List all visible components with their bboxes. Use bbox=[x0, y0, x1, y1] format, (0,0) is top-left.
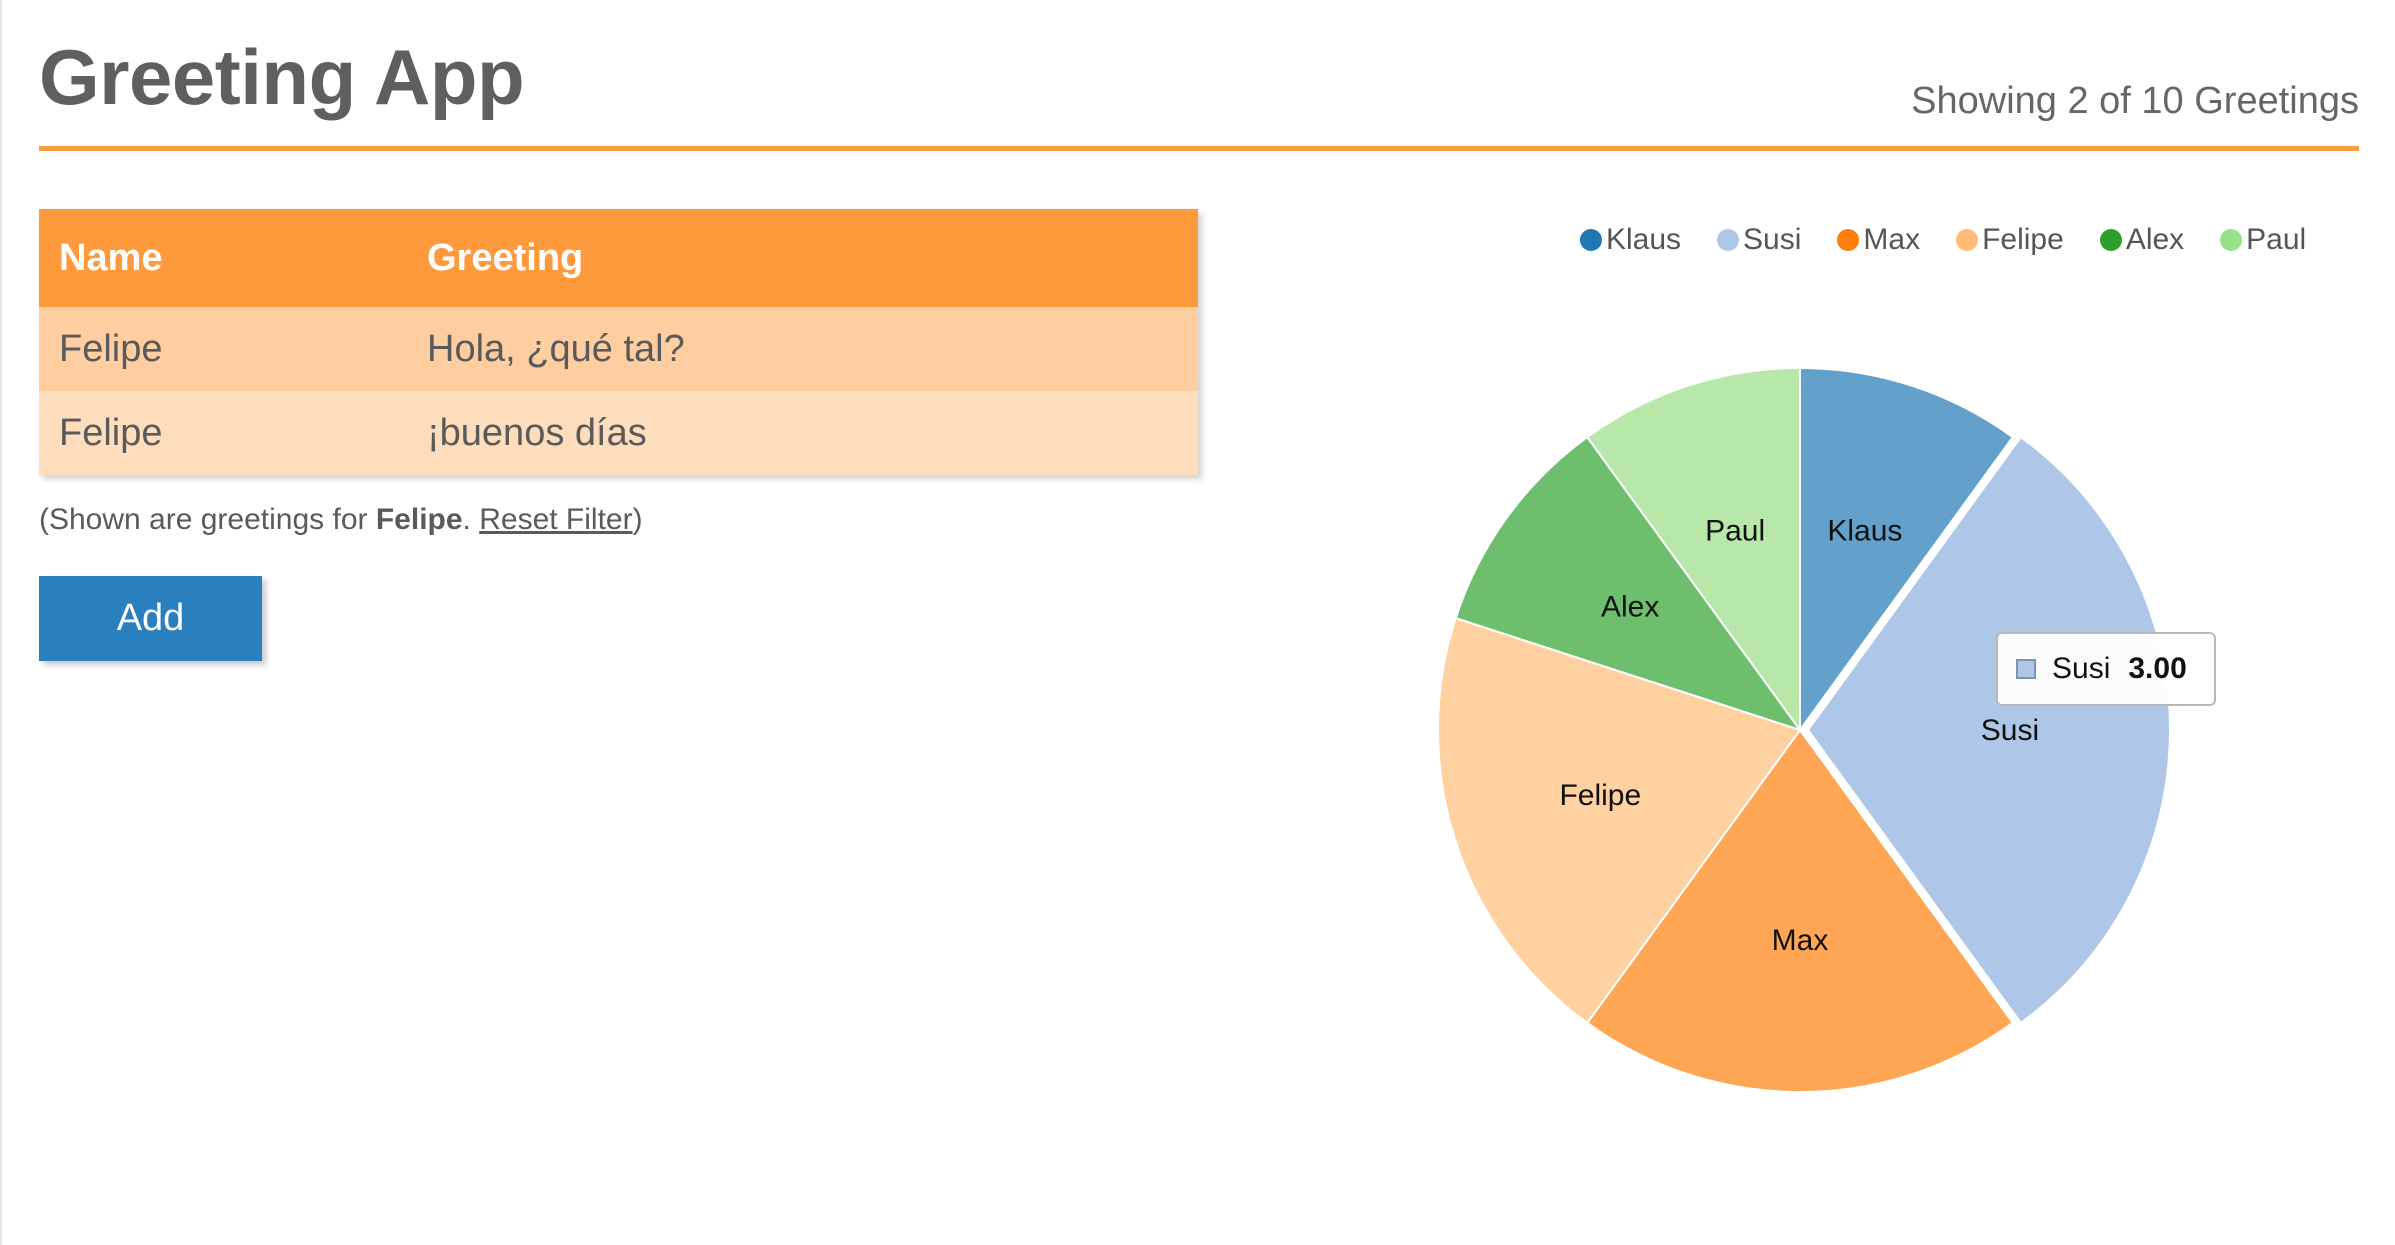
pie-label-susi: Susi bbox=[1981, 714, 2039, 747]
pie-slice-susi[interactable] bbox=[1806, 435, 2171, 1025]
legend-label: Paul bbox=[2246, 223, 2307, 256]
pie-slice-klaus[interactable] bbox=[1799, 366, 2015, 734]
legend-label: Susi bbox=[1743, 223, 1802, 256]
legend-swatch bbox=[2220, 229, 2243, 251]
filter-name: Felipe bbox=[375, 503, 463, 536]
pie-slice-paul[interactable] bbox=[1585, 366, 1801, 734]
filter-suffix: ) bbox=[632, 503, 643, 536]
tooltip-swatch bbox=[2016, 659, 2036, 679]
tooltip-name: Susi bbox=[2052, 652, 2111, 685]
legend-item-max[interactable]: Max bbox=[1837, 223, 1920, 257]
chart-legend: Klaus Susi Max Felipe Alex Paul bbox=[1580, 220, 2342, 260]
row-greeting-cell: Hola, ¿qué tal? bbox=[427, 327, 685, 370]
legend-label: Alex bbox=[2125, 223, 2185, 256]
filter-prefix: (Shown are greetings for bbox=[39, 503, 376, 536]
column-header-greeting[interactable]: Greeting bbox=[427, 236, 584, 279]
legend-swatch bbox=[1717, 229, 1740, 251]
pie-label-felipe: Felipe bbox=[1559, 779, 1641, 812]
pie-label-paul: Paul bbox=[1705, 514, 1765, 547]
legend-item-susi[interactable]: Susi bbox=[1717, 223, 1801, 257]
chart-tooltip: Susi 3.00 bbox=[1996, 632, 2216, 706]
pie-label-alex: Alex bbox=[1601, 591, 1659, 624]
pie-slice-alex[interactable] bbox=[1454, 435, 1803, 732]
add-button[interactable]: Add bbox=[39, 576, 262, 661]
legend-label: Max bbox=[1863, 223, 1921, 256]
filter-separator: . bbox=[462, 503, 480, 536]
legend-item-felipe[interactable]: Felipe bbox=[1956, 223, 2064, 257]
table-row[interactable]: Felipe ¡buenos días bbox=[39, 391, 1198, 475]
legend-swatch bbox=[1837, 229, 1860, 251]
legend-swatch bbox=[2099, 229, 2122, 251]
legend-label: Klaus bbox=[1606, 223, 1682, 256]
legend-label: Felipe bbox=[1982, 223, 2064, 256]
window-edge bbox=[0, 0, 2, 1245]
page-header: Greeting App Showing 2 of 10 Greetings bbox=[39, 30, 2359, 151]
pie-slice-max[interactable] bbox=[1585, 728, 2015, 1093]
app-title: Greeting App bbox=[39, 33, 525, 121]
legend-item-klaus[interactable]: Klaus bbox=[1580, 223, 1681, 257]
row-name-cell: Felipe bbox=[59, 411, 163, 454]
legend-item-alex[interactable]: Alex bbox=[2099, 223, 2185, 257]
row-name-cell: Felipe bbox=[59, 327, 163, 370]
pie-label-max: Max bbox=[1772, 924, 1829, 957]
pie-slice-felipe[interactable] bbox=[1437, 616, 1802, 1025]
header-divider bbox=[39, 146, 2359, 151]
table-row[interactable]: Felipe Hola, ¿qué tal? bbox=[39, 307, 1198, 391]
filter-note: (Shown are greetings for Felipe. Reset F… bbox=[39, 505, 643, 535]
greeting-counter: Showing 2 of 10 Greetings bbox=[1911, 80, 2359, 122]
tooltip-value: 3.00 bbox=[2128, 652, 2187, 685]
reset-filter-link[interactable]: Reset Filter bbox=[479, 503, 633, 536]
legend-swatch bbox=[1956, 229, 1979, 251]
table-header: Name Greeting bbox=[39, 209, 1198, 307]
legend-swatch bbox=[1580, 229, 1602, 251]
greetings-table: Name Greeting Felipe Hola, ¿qué tal? Fel… bbox=[39, 209, 1198, 475]
pie-label-klaus: Klaus bbox=[1827, 514, 1902, 547]
column-header-name[interactable]: Name bbox=[59, 236, 163, 279]
legend-item-paul[interactable]: Paul bbox=[2220, 223, 2306, 257]
greetings-pie-chart: Klaus Susi Max Felipe Alex Paul bbox=[1437, 366, 2171, 1093]
row-greeting-cell: ¡buenos días bbox=[427, 411, 647, 454]
